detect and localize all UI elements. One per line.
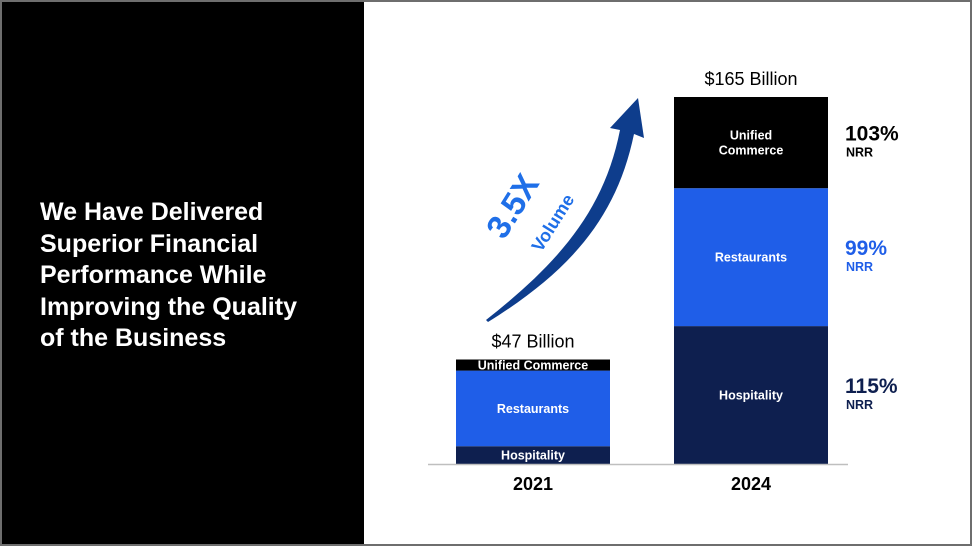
- segment-label: Restaurants: [715, 251, 787, 265]
- slide-headline: We Have Delivered Superior Financial Per…: [40, 197, 340, 355]
- headline-line-1: We Have Delivered: [40, 198, 264, 226]
- segment-label: Unified Commerce: [478, 359, 588, 373]
- bar-2024-unified-commerce: [674, 97, 828, 189]
- segment-label: Unified Commerce: [719, 129, 784, 158]
- headline-line-3: Performance While: [40, 261, 267, 289]
- total-label: $165 Billion: [704, 69, 797, 89]
- x-tick-label: 2024: [731, 474, 771, 494]
- nrr-label: NRR: [846, 398, 873, 412]
- nrr-value: 103%: [845, 123, 899, 146]
- nrr-value: 115%: [845, 375, 898, 398]
- bar-2024-restaurants: [674, 188, 828, 327]
- bar-2021-unified-commerce: [456, 359, 610, 371]
- nrr-value: 99%: [845, 237, 887, 260]
- total-label: $47 Billion: [491, 332, 574, 352]
- bar-2021-restaurants: [456, 370, 610, 447]
- headline-line-4: Improving the Quality: [40, 292, 297, 321]
- title-panel: We Have Delivered Superior Financial Per…: [2, 2, 364, 544]
- headline-line-5: of the Business: [40, 324, 227, 352]
- segment-label: Hospitality: [719, 389, 783, 403]
- segment-label: Restaurants: [497, 402, 569, 416]
- bar-2024-hospitality: [674, 326, 828, 464]
- segment-label: Hospitality: [501, 449, 565, 463]
- x-tick-label: 2021: [513, 474, 553, 494]
- growth-arrow-icon: [486, 98, 644, 322]
- headline-line-2: Superior Financial: [40, 229, 259, 258]
- nrr-label: NRR: [846, 146, 873, 160]
- bar-2021-hospitality: [456, 446, 610, 464]
- nrr-label: NRR: [846, 260, 873, 274]
